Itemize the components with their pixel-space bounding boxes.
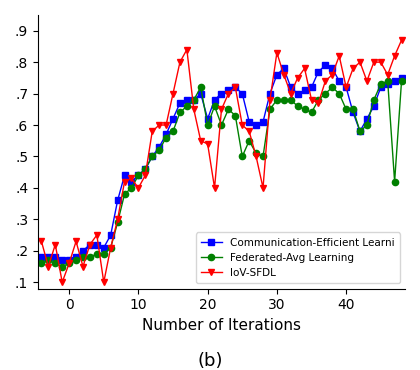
Federated-Avg Learning bbox=[143, 167, 148, 171]
Federated-Avg Learning bbox=[399, 79, 404, 83]
Communication-Efficient Learni bbox=[254, 123, 259, 127]
Federated-Avg Learning bbox=[39, 261, 44, 266]
Communication-Efficient Learni bbox=[60, 258, 65, 262]
IoV-SFDL bbox=[323, 79, 328, 83]
Federated-Avg Learning bbox=[281, 98, 286, 102]
Federated-Avg Learning bbox=[260, 154, 265, 159]
IoV-SFDL bbox=[365, 79, 370, 83]
Communication-Efficient Learni bbox=[330, 66, 335, 71]
Legend: Communication-Efficient Learni, Federated-Avg Learning, IoV-SFDL: Communication-Efficient Learni, Federate… bbox=[196, 232, 400, 283]
Line: IoV-SFDL: IoV-SFDL bbox=[38, 37, 404, 285]
IoV-SFDL bbox=[399, 38, 404, 43]
IoV-SFDL bbox=[60, 280, 65, 285]
Communication-Efficient Learni bbox=[143, 167, 148, 171]
Federated-Avg Learning bbox=[385, 79, 390, 83]
Federated-Avg Learning bbox=[274, 98, 279, 102]
Communication-Efficient Learni bbox=[323, 63, 328, 67]
Text: (b): (b) bbox=[197, 352, 223, 370]
Communication-Efficient Learni bbox=[274, 73, 279, 77]
IoV-SFDL bbox=[254, 154, 259, 159]
Line: Federated-Avg Learning: Federated-Avg Learning bbox=[38, 78, 404, 270]
Communication-Efficient Learni bbox=[39, 255, 44, 259]
X-axis label: Number of Iterations: Number of Iterations bbox=[142, 318, 301, 333]
Federated-Avg Learning bbox=[254, 151, 259, 155]
IoV-SFDL bbox=[143, 173, 148, 178]
Line: Communication-Efficient Learni: Communication-Efficient Learni bbox=[38, 62, 404, 263]
Federated-Avg Learning bbox=[323, 91, 328, 96]
IoV-SFDL bbox=[39, 239, 44, 243]
Communication-Efficient Learni bbox=[399, 75, 404, 80]
Communication-Efficient Learni bbox=[281, 66, 286, 71]
Communication-Efficient Learni bbox=[260, 120, 265, 124]
IoV-SFDL bbox=[274, 51, 279, 55]
Federated-Avg Learning bbox=[60, 264, 65, 269]
IoV-SFDL bbox=[260, 186, 265, 190]
